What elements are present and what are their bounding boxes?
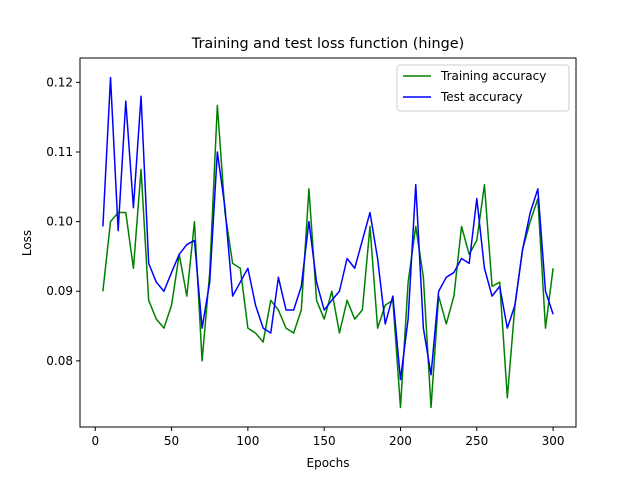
legend: Training accuracy Test accuracy <box>396 64 570 112</box>
legend-label-training: Training accuracy <box>440 69 546 83</box>
y-tick-label: 0.08 <box>46 354 73 368</box>
x-tick-label: 150 <box>313 434 336 448</box>
series-layer <box>102 76 554 409</box>
y-tick-label: 0.09 <box>46 284 73 298</box>
x-tick-label: 200 <box>389 434 412 448</box>
x-tick-label: 100 <box>236 434 259 448</box>
y-axis-label: Loss <box>20 230 34 256</box>
legend-label-test: Test accuracy <box>440 90 523 104</box>
x-tick-label: 250 <box>465 434 488 448</box>
series-line-test <box>102 76 554 381</box>
x-axis-label: Epochs <box>307 456 350 470</box>
y-axis-ticks: 0.08 0.09 0.10 0.11 0.12 <box>46 75 80 368</box>
x-tick-label: 300 <box>542 434 565 448</box>
chart-title: Training and test loss function (hinge) <box>191 36 464 52</box>
x-tick-label: 50 <box>164 434 179 448</box>
y-tick-label: 0.11 <box>46 145 73 159</box>
y-tick-label: 0.12 <box>46 75 73 89</box>
y-tick-label: 0.10 <box>46 215 73 229</box>
plot-area <box>80 58 576 427</box>
x-axis-ticks: 0 50 100 150 200 250 300 <box>91 427 565 448</box>
plot-frame <box>79 57 577 428</box>
x-tick-label: 0 <box>91 434 99 448</box>
legend-box <box>396 64 570 112</box>
